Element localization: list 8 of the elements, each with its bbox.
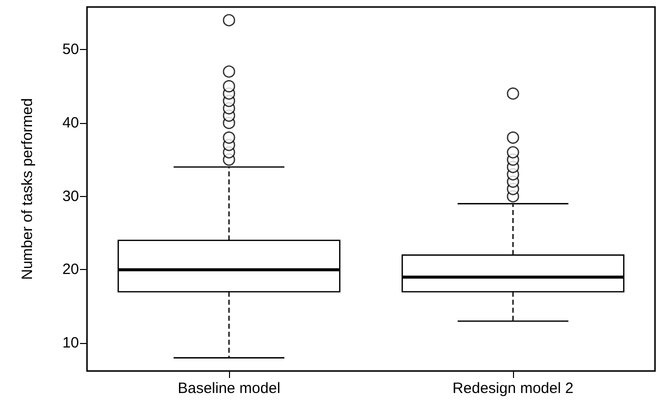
y-tick-label: 40 <box>62 114 79 132</box>
y-tick-label: 50 <box>62 41 79 58</box>
x-tick-label: Baseline model <box>178 380 280 397</box>
y-tick-label: 10 <box>62 334 79 352</box>
y-axis-title: Number of tasks performed <box>19 98 36 280</box>
y-tick-label: 20 <box>62 261 79 278</box>
y-tick-label: 30 <box>62 188 79 205</box>
x-tick-label: Redesign model 2 <box>452 380 574 397</box>
